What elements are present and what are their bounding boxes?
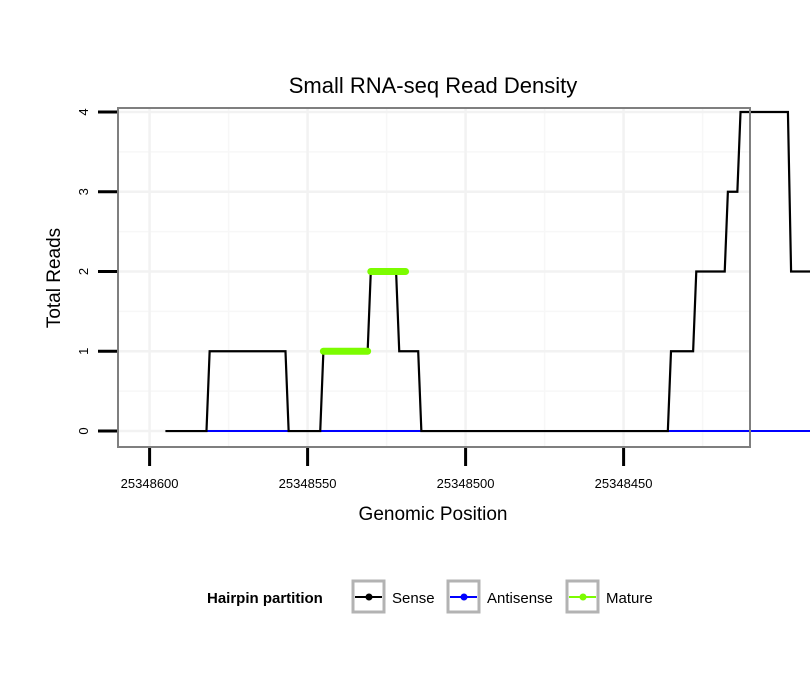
x-tick-label-25348600: 25348600 [121, 476, 179, 491]
legend: Hairpin partition Sense Antisense Mature [207, 579, 653, 614]
y-tick-label-0: 0 [76, 427, 91, 434]
x-tick-label-25348450: 25348450 [595, 476, 653, 491]
legend-label-mature: Mature [606, 590, 653, 607]
x-axis-title: Genomic Position [359, 504, 508, 525]
legend-item-mature: Mature [565, 579, 653, 614]
legend-title: Hairpin partition [207, 590, 323, 607]
x-tick-label-25348500: 25348500 [437, 476, 495, 491]
chart-title: Small RNA-seq Read Density [289, 73, 578, 98]
plot-border [117, 107, 751, 448]
grid-minor [118, 108, 750, 447]
x-tick-label-25348550: 25348550 [279, 476, 337, 491]
x-axis: 25348600 25348550 25348500 25348450 [121, 448, 653, 491]
legend-item-sense: Sense [351, 579, 435, 614]
y-axis-title: Total Reads [44, 228, 65, 328]
legend-label-sense: Sense [392, 590, 435, 607]
y-axis: 0 1 2 3 4 [76, 108, 117, 435]
legend-point-antisense [460, 593, 468, 601]
series-line-sense [165, 110, 810, 433]
plot-area [118, 108, 750, 447]
y-tick-label-3: 3 [76, 188, 91, 195]
y-tick-label-2: 2 [76, 268, 91, 275]
legend-point-sense [365, 593, 373, 601]
y-tick-label-1: 1 [76, 348, 91, 355]
legend-point-mature [579, 593, 587, 601]
series-layer [165, 110, 810, 433]
legend-label-antisense: Antisense [487, 590, 553, 607]
legend-item-antisense: Antisense [446, 579, 553, 614]
y-tick-label-4: 4 [76, 108, 91, 115]
